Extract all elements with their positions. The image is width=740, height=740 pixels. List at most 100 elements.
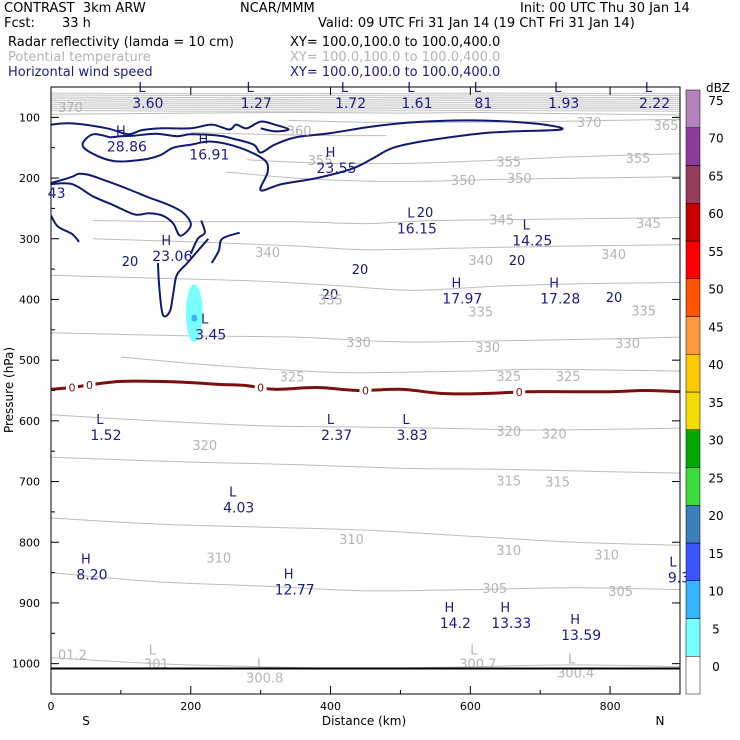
wind-extremum-symbol: L <box>402 413 410 428</box>
colorbar-swatch <box>685 505 701 544</box>
wind-low-marker: L81 <box>474 81 493 112</box>
colorbar-level-label: 25 <box>708 471 723 485</box>
wind-label-bg <box>352 263 370 277</box>
colorbar-swatch <box>685 354 701 393</box>
x-tick-label: 600 <box>460 700 481 713</box>
wind-extremum-symbol: H <box>444 601 454 616</box>
wind-low-marker: L3.45 <box>195 313 226 344</box>
wind-extremum-symbol: H <box>161 234 171 249</box>
wind-extremum-value: 2.37 <box>321 428 352 444</box>
wind-extremum-symbol: L <box>669 556 677 571</box>
wind-extremum-symbol: H <box>81 552 91 567</box>
theta-contour-label: 355 <box>308 154 333 169</box>
y-tick-label: 700 <box>19 476 40 489</box>
theta-edge-label: 01.2 <box>58 649 87 664</box>
wind-extremum-value: 4.03 <box>223 501 254 517</box>
wind-contour-label: 20 <box>322 288 339 303</box>
colorbar-swatch <box>685 580 701 619</box>
y-tick-label: 1000 <box>12 658 40 671</box>
theta-contour-label: 305 <box>608 585 633 600</box>
wind-extremum-symbol: L <box>407 81 415 96</box>
wind-extremum-value: 12.77 <box>275 583 315 599</box>
theta-contour-label: 330 <box>475 341 500 356</box>
wind-contour-20 <box>156 238 210 318</box>
theta-contour-label: 355 <box>496 156 521 171</box>
field-wind-xy: XY= 100.0,100.0 to 100.0,400.0 <box>290 65 501 80</box>
field-theta-xy: XY= 100.0,100.0 to 100.0,400.0 <box>290 50 501 65</box>
wind-low-marker: L2.37 <box>321 413 352 444</box>
wind-extremum-symbol: L <box>645 81 653 96</box>
wind-extremum-value: 1.93 <box>548 96 579 112</box>
theta-contour-325 <box>120 356 680 374</box>
wind-high-marker: H13.59 <box>561 613 601 644</box>
colorbar-level-label: 10 <box>708 585 723 599</box>
wind-low-marker: L3.60 <box>132 81 163 112</box>
wind-extremum-value: 1.27 <box>241 96 272 112</box>
colorbar-level-label: 50 <box>708 283 723 297</box>
theta-contour-label: 365 <box>654 119 679 134</box>
theta-contour-label: 355 <box>626 152 651 167</box>
field-reflectivity-name: Radar reflectivity (lamda = 10 cm) <box>8 35 234 50</box>
colorbar-level-label: 70 <box>708 132 723 146</box>
theta-contour-label: 360 <box>287 125 312 140</box>
freezing-level-label: 0 <box>68 381 75 394</box>
colorbar-swatch <box>685 240 701 279</box>
wind-contour-label: 20 <box>417 206 434 221</box>
wind-extremum-symbol: L <box>201 313 209 328</box>
theta-contour-355 <box>246 153 680 165</box>
wind-extremum-value: 9.3 <box>668 571 690 587</box>
wind-extremum-value: 23.55 <box>317 161 357 177</box>
theta-contour-label: 325 <box>280 371 305 386</box>
x-axis-title: Distance (km) <box>322 714 406 728</box>
wind-extremum-value: 1.61 <box>401 96 432 112</box>
wind-contour-label: 20 <box>606 291 623 306</box>
freezing-level-label: 0 <box>516 386 523 399</box>
freezing-label-bg <box>359 384 372 397</box>
freezing-level-contour <box>51 379 680 396</box>
wind-extremum-symbol: L <box>523 219 531 234</box>
y-tick-label: 600 <box>19 415 40 428</box>
colorbar-swatch <box>685 316 701 355</box>
theta-contour-upper <box>51 104 680 106</box>
wind-high-marker: H8.20 <box>76 552 107 583</box>
wind-extremum-value: 23.06 <box>152 249 192 265</box>
colorbar-swatch <box>685 165 701 204</box>
wind-extremum-value: 14.25 <box>512 234 552 250</box>
north-end-label: N <box>656 714 665 728</box>
theta-contour-label: 320 <box>542 428 567 443</box>
theta-contour-label: 370 <box>577 116 602 131</box>
wind-contour-20 <box>51 172 192 237</box>
wind-high-marker: H16.91 <box>189 132 229 163</box>
freezing-label-bg <box>83 378 96 391</box>
theta-contour-label: 315 <box>545 476 570 491</box>
theta-contour-label: 340 <box>601 248 626 263</box>
theta-contour-320 <box>51 414 680 431</box>
center-title: NCAR/MMM <box>240 1 315 16</box>
colorbar-swatch <box>685 203 701 242</box>
theta-contour-310 <box>51 517 680 546</box>
colorbar-level-label: 75 <box>708 94 723 108</box>
wind-low-marker: L4.03 <box>223 486 254 517</box>
colorbar-swatch <box>685 542 701 581</box>
wind-extremum-symbol: L <box>327 413 335 428</box>
theta-contour-label: 350 <box>507 172 532 187</box>
wind-low-marker: L14.25 <box>512 219 552 250</box>
wind-extremum-symbol: L <box>407 207 415 222</box>
wind-high-marker: H28.86 <box>107 125 147 156</box>
theta-contour-label: 340 <box>255 246 280 261</box>
wind-high-marker: H13.33 <box>491 601 531 632</box>
wind-high-marker: H23.06 <box>152 234 192 265</box>
wind-extremum-value: 14.2 <box>440 616 471 632</box>
freezing-level-label: 0 <box>86 379 93 392</box>
theta-contour-label: 310 <box>496 544 521 559</box>
x-tick-label: 400 <box>320 700 341 713</box>
wind-contour-label: 20 <box>352 263 369 278</box>
wind-contour-label: 20 <box>122 255 139 270</box>
theta-contour-label: 320 <box>192 439 217 454</box>
theta-contour-label: 325 <box>556 370 581 385</box>
theta-contour-label: 345 <box>489 213 514 228</box>
freezing-level-label: 0 <box>362 384 369 397</box>
theta-contour-label: 305 <box>482 582 507 597</box>
